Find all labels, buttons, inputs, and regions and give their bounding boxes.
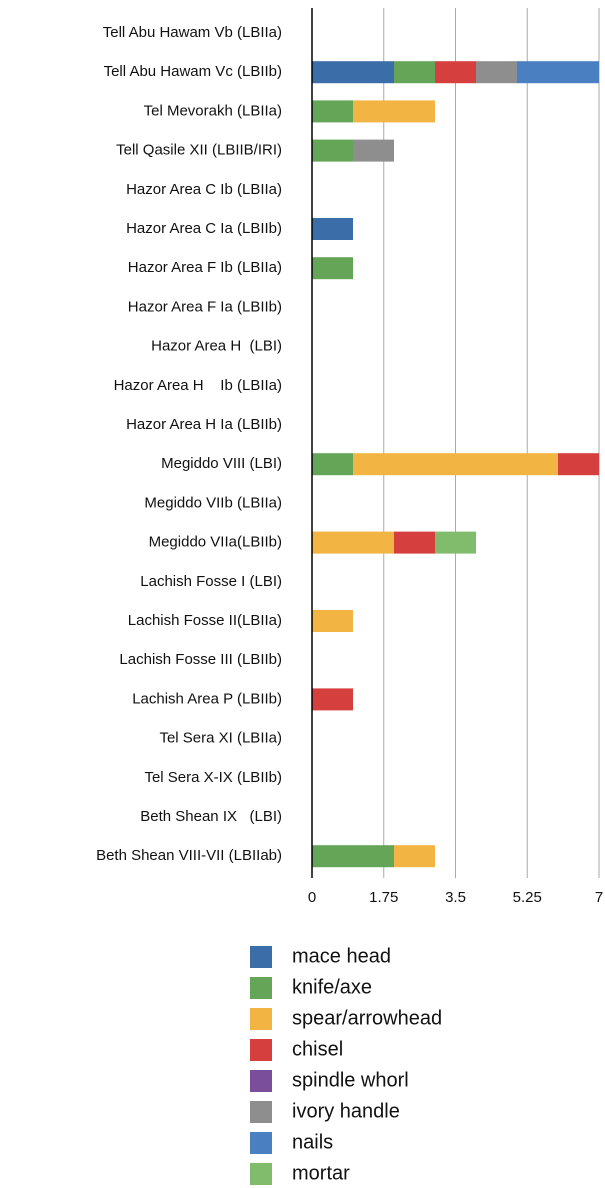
y-tick-label: Hazor Area H Ia (LBIIb) bbox=[126, 416, 282, 433]
y-tick-label: Hazor Area H Ib (LBIIa) bbox=[114, 377, 282, 394]
legend-swatch bbox=[250, 1101, 272, 1123]
legend-swatch bbox=[250, 977, 272, 999]
y-tick-label: Lachish Area P (LBIIb) bbox=[132, 690, 282, 707]
bar-segment bbox=[312, 531, 394, 554]
y-tick-label: Beth Shean IX (LBI) bbox=[140, 808, 282, 825]
legend-swatch bbox=[250, 1163, 272, 1185]
y-tick-label: Beth Shean VIII-VII (LBIIab) bbox=[96, 847, 282, 864]
x-tick-label: 5.25 bbox=[513, 889, 542, 906]
legend-label: ivory handle bbox=[292, 1100, 400, 1122]
bar-segment bbox=[517, 61, 599, 84]
bar-segment bbox=[312, 61, 394, 84]
y-tick-label: Tel Sera X-IX (LBIIb) bbox=[144, 769, 282, 786]
bar-segment bbox=[312, 845, 394, 868]
x-tick-label: 3.5 bbox=[445, 889, 466, 906]
bar-segment bbox=[312, 688, 353, 711]
y-tick-label: Megiddo VIIa(LBIIb) bbox=[149, 534, 282, 551]
bar-segment bbox=[312, 453, 353, 476]
legend-swatch bbox=[250, 1008, 272, 1030]
bar-segment bbox=[353, 453, 558, 476]
legend-label: mace head bbox=[292, 945, 391, 967]
bar-segment bbox=[312, 257, 353, 280]
x-tick-label: 1.75 bbox=[369, 889, 398, 906]
y-tick-label: Lachish Fosse II(LBIIa) bbox=[128, 612, 282, 629]
legend-label: spear/arrowhead bbox=[292, 1007, 442, 1029]
bar-segment bbox=[558, 453, 599, 476]
y-tick-label: Tel Mevorakh (LBIIa) bbox=[144, 102, 282, 119]
legend-swatch bbox=[250, 1039, 272, 1061]
bar-segment bbox=[435, 61, 476, 84]
bar-segment bbox=[312, 610, 353, 632]
legend-label: mortar bbox=[292, 1162, 350, 1184]
legend-label: nails bbox=[292, 1131, 333, 1153]
y-tick-label: Megiddo VIIb (LBIIa) bbox=[144, 494, 282, 511]
bar-segment bbox=[312, 218, 353, 240]
y-tick-label: Tell Qasile XII (LBIIB/IRI) bbox=[116, 142, 282, 159]
bar-segment bbox=[394, 61, 435, 84]
legend-label: spindle whorl bbox=[292, 1069, 409, 1091]
x-tick-label: 0 bbox=[308, 889, 316, 906]
y-tick-label: Tel Sera XI (LBIIa) bbox=[159, 730, 282, 747]
y-tick-label: Tell Abu Hawam Vc (LBIIb) bbox=[104, 63, 282, 80]
y-tick-label: Megiddo VIII (LBI) bbox=[161, 455, 282, 472]
y-tick-label: Lachish Fosse III (LBIIb) bbox=[119, 651, 282, 668]
bar-segment bbox=[476, 61, 517, 84]
y-tick-label: Hazor Area F Ia (LBIIb) bbox=[128, 298, 282, 315]
legend-label: chisel bbox=[292, 1038, 343, 1060]
y-tick-label: Tell Abu Hawam Vb (LBIIa) bbox=[103, 24, 282, 41]
y-tick-label: Lachish Fosse I (LBI) bbox=[140, 573, 282, 590]
y-tick-label: Hazor Area C Ib (LBIIa) bbox=[126, 181, 282, 198]
bar-segment bbox=[312, 100, 353, 123]
legend-swatch bbox=[250, 1070, 272, 1092]
legend-label: knife/axe bbox=[292, 976, 372, 998]
y-tick-label: Hazor Area F Ib (LBIIa) bbox=[128, 259, 282, 276]
bar-segment bbox=[394, 531, 435, 554]
y-tick-label: Hazor Area H (LBI) bbox=[151, 338, 282, 355]
bar-segment bbox=[435, 531, 476, 554]
bar-segment bbox=[312, 139, 353, 162]
bar-segment bbox=[353, 100, 435, 123]
legend-swatch bbox=[250, 1132, 272, 1154]
x-tick-label: 7 bbox=[595, 889, 603, 906]
legend-swatch bbox=[250, 946, 272, 968]
bar-segment bbox=[353, 139, 394, 162]
y-tick-label: Hazor Area C Ia (LBIIb) bbox=[126, 220, 282, 237]
bar-segment bbox=[394, 845, 435, 868]
